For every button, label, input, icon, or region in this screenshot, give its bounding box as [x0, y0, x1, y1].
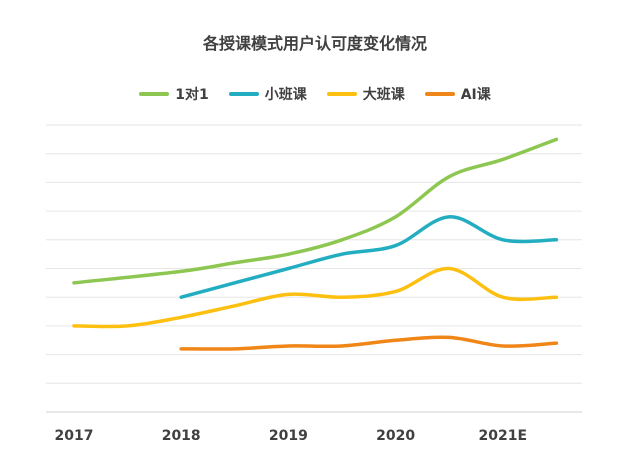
series-line-small-class	[179, 215, 559, 299]
x-tick-label: 2021E	[479, 428, 528, 444]
legend-label: 小班课	[264, 87, 307, 103]
legend-swatch	[139, 92, 170, 96]
x-tick-label: 2020	[376, 428, 415, 444]
legend-swatch	[228, 92, 259, 96]
legend-swatch	[326, 92, 357, 96]
legend-label: 1对1	[175, 87, 209, 103]
x-tick-label: 2018	[162, 428, 201, 444]
legend-swatch	[424, 92, 455, 96]
chart-title: 各授课模式用户认可度变化情况	[202, 34, 427, 53]
legend-item-one-on-one: 1对1	[139, 84, 209, 104]
legend: 1对1 小班课 大班课 AI课	[0, 84, 630, 104]
legend-item-small-class: 小班课	[228, 84, 307, 104]
series-line-large-class	[72, 266, 559, 329]
legend-item-large-class: 大班课	[326, 84, 405, 104]
legend-item-ai-class: AI课	[424, 84, 491, 104]
x-tick-label: 2019	[269, 428, 308, 444]
x-tick-label: 2017	[55, 428, 94, 444]
legend-label: AI课	[460, 87, 491, 103]
legend-label: 大班课	[362, 87, 405, 103]
series-line-ai-class	[179, 335, 559, 351]
series-line-one-on-one	[72, 137, 559, 285]
